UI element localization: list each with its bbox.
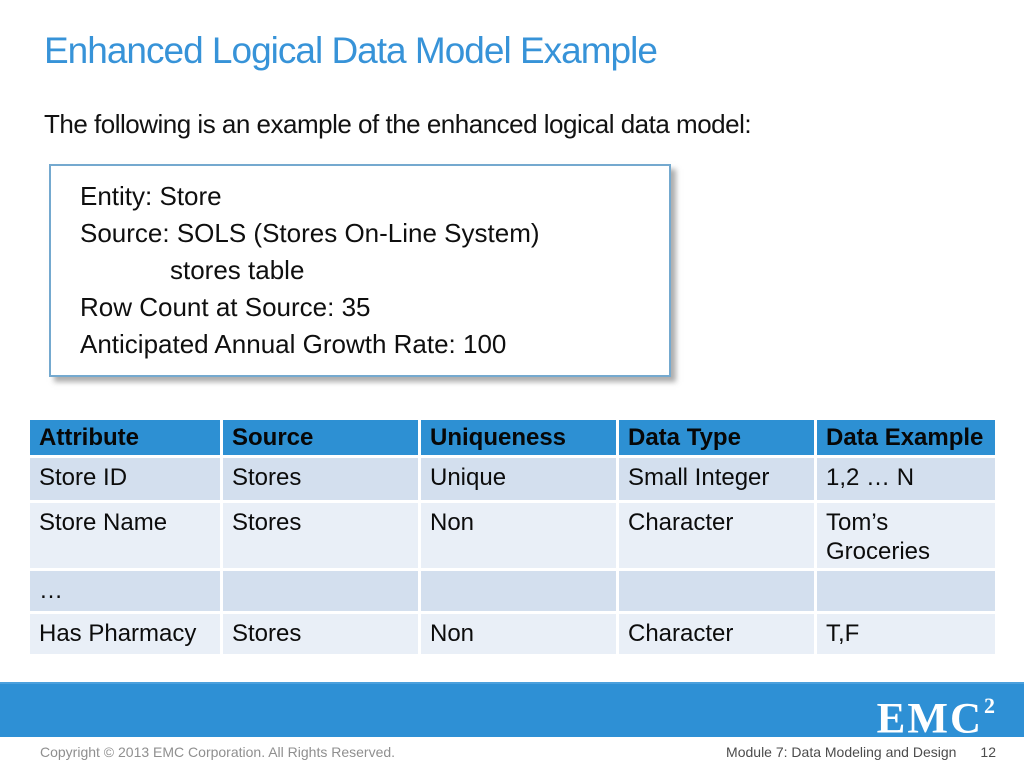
module-title: Module 7: Data Modeling and Design xyxy=(726,744,957,760)
table-cell: … xyxy=(30,571,220,611)
table-cell: Stores xyxy=(223,458,418,500)
table-cell: Non xyxy=(421,503,616,568)
table-header-data-type: Data Type xyxy=(619,420,814,455)
emc-logo-superscript: 2 xyxy=(984,693,995,718)
table-cell xyxy=(421,571,616,611)
copyright-text: Copyright © 2013 EMC Corporation. All Ri… xyxy=(40,744,396,760)
emc-logo-text: EMC xyxy=(876,695,983,743)
table-cell: Non xyxy=(421,614,616,654)
entity-line: Row Count at Source: 35 xyxy=(80,292,371,322)
entity-line: stores table xyxy=(170,255,305,285)
emc-logo: EMC2 xyxy=(876,687,995,743)
table-cell: Store ID xyxy=(30,458,220,500)
table-header-data-example: Data Example xyxy=(817,420,995,455)
entity-line: Entity: Store xyxy=(80,181,222,211)
table-cell: Tom’s Groceries xyxy=(817,503,995,568)
entity-line: Anticipated Annual Growth Rate: 100 xyxy=(80,329,507,359)
intro-text: The following is an example of the enhan… xyxy=(44,109,752,139)
table-cell: Small Integer xyxy=(619,458,814,500)
table-cell: Character xyxy=(619,503,814,568)
table-cell: 1,2 … N xyxy=(817,458,995,500)
module-footer: Module 7: Data Modeling and Design 12 xyxy=(726,744,996,760)
footer-strip: Copyright © 2013 EMC Corporation. All Ri… xyxy=(0,737,1024,768)
entity-description-box: Entity: Store Source: SOLS (Stores On-Li… xyxy=(49,164,671,377)
table-cell: Unique xyxy=(421,458,616,500)
table-cell xyxy=(817,571,995,611)
footer-band: EMC2 xyxy=(0,682,1024,742)
table-cell xyxy=(223,571,418,611)
table-header-source: Source xyxy=(223,420,418,455)
table-cell: Store Name xyxy=(30,503,220,568)
table-cell: Has Pharmacy xyxy=(30,614,220,654)
table-cell: Character xyxy=(619,614,814,654)
entity-line: Source: SOLS (Stores On-Line System) xyxy=(80,218,540,248)
page-title: Enhanced Logical Data Model Example xyxy=(44,30,658,71)
table-cell: Stores xyxy=(223,614,418,654)
table-header-uniqueness: Uniqueness xyxy=(421,420,616,455)
table-cell: Stores xyxy=(223,503,418,568)
table-cell: T,F xyxy=(817,614,995,654)
attribute-table: Attribute Source Uniqueness Data Type Da… xyxy=(30,420,995,654)
table-header-attribute: Attribute xyxy=(30,420,220,455)
page-number: 12 xyxy=(980,744,996,760)
table-cell xyxy=(619,571,814,611)
